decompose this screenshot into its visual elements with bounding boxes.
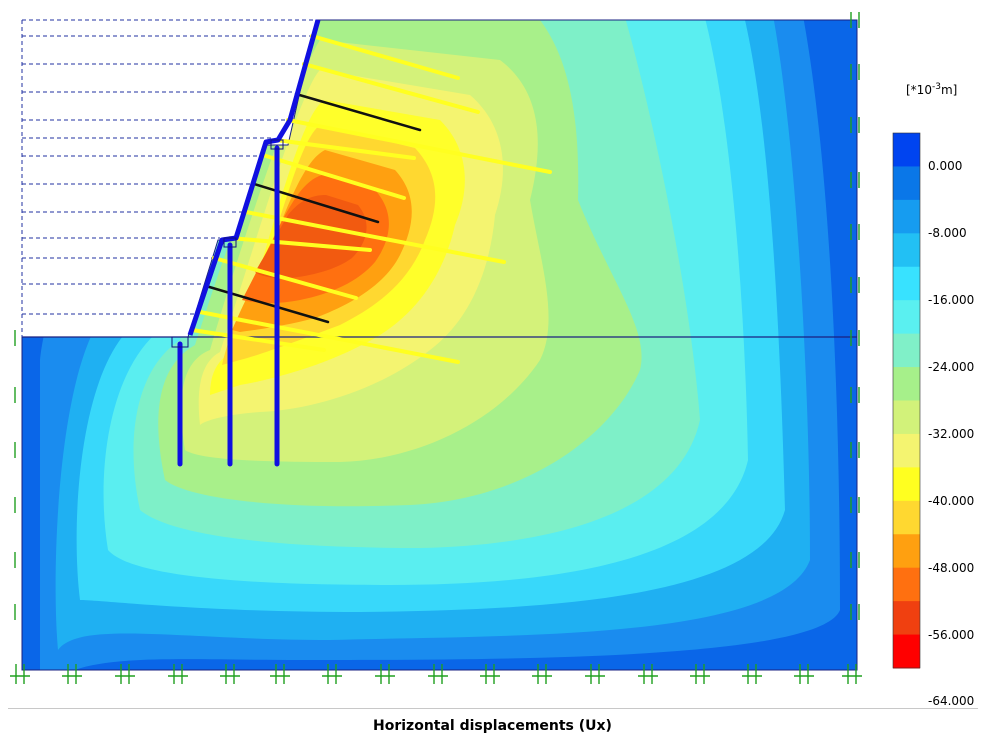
legend-swatch: [893, 266, 920, 301]
legend-tick-label: -24.000: [928, 360, 975, 375]
legend-swatch: [893, 199, 920, 234]
legend-swatch: [893, 233, 920, 268]
nail: [302, 62, 480, 114]
wall-facing: [187, 19, 321, 336]
legend-swatch: [893, 433, 920, 468]
nail: [228, 236, 372, 252]
legend-swatch: [893, 601, 920, 636]
caption-divider: [8, 708, 978, 709]
legend-swatch: [893, 367, 920, 401]
boundary-fixities: [10, 12, 862, 684]
pile-caps: [171, 139, 284, 348]
legend-frame: [892, 132, 921, 669]
legend-swatch: [893, 333, 920, 368]
legend-swatch: [893, 166, 920, 201]
nail: [244, 210, 506, 264]
legend-swatch: [893, 300, 920, 335]
nail: [212, 256, 358, 300]
legend-tick-label: -56.000: [928, 627, 975, 642]
legend-swatch: [893, 500, 920, 535]
legend-tick-label: -64.000: [928, 694, 975, 709]
nail: [190, 328, 326, 352]
nail: [264, 154, 406, 200]
nail: [204, 284, 330, 324]
nail: [294, 92, 422, 132]
legend-swatch: [893, 133, 920, 167]
legend-tick-label: -32.000: [928, 426, 975, 441]
nail: [198, 310, 460, 364]
legend-colorbar: [892, 132, 921, 669]
legend-swatch: [893, 534, 920, 569]
legend-unit: [*10-3m]: [906, 82, 958, 97]
soil-nails: [190, 34, 552, 364]
legend-tick-label: -16.000: [928, 293, 975, 308]
plot-caption: Horizontal displacements (Ux): [373, 718, 612, 734]
legend-tick-label: -48.000: [928, 560, 975, 575]
legend-swatch: [893, 634, 920, 669]
legend-swatch: [893, 467, 920, 502]
excavated-region: [21, 19, 316, 337]
piles: [177, 145, 280, 467]
nail: [310, 34, 460, 80]
legend-tick-label: -40.000: [928, 493, 975, 508]
legend-tick-label: 0.000: [928, 159, 963, 174]
legend-swatch: [893, 400, 920, 435]
legend-swatch: [893, 567, 920, 602]
legend-tick-label: -8.000: [928, 226, 967, 241]
nail: [274, 138, 416, 160]
nail: [286, 118, 552, 174]
